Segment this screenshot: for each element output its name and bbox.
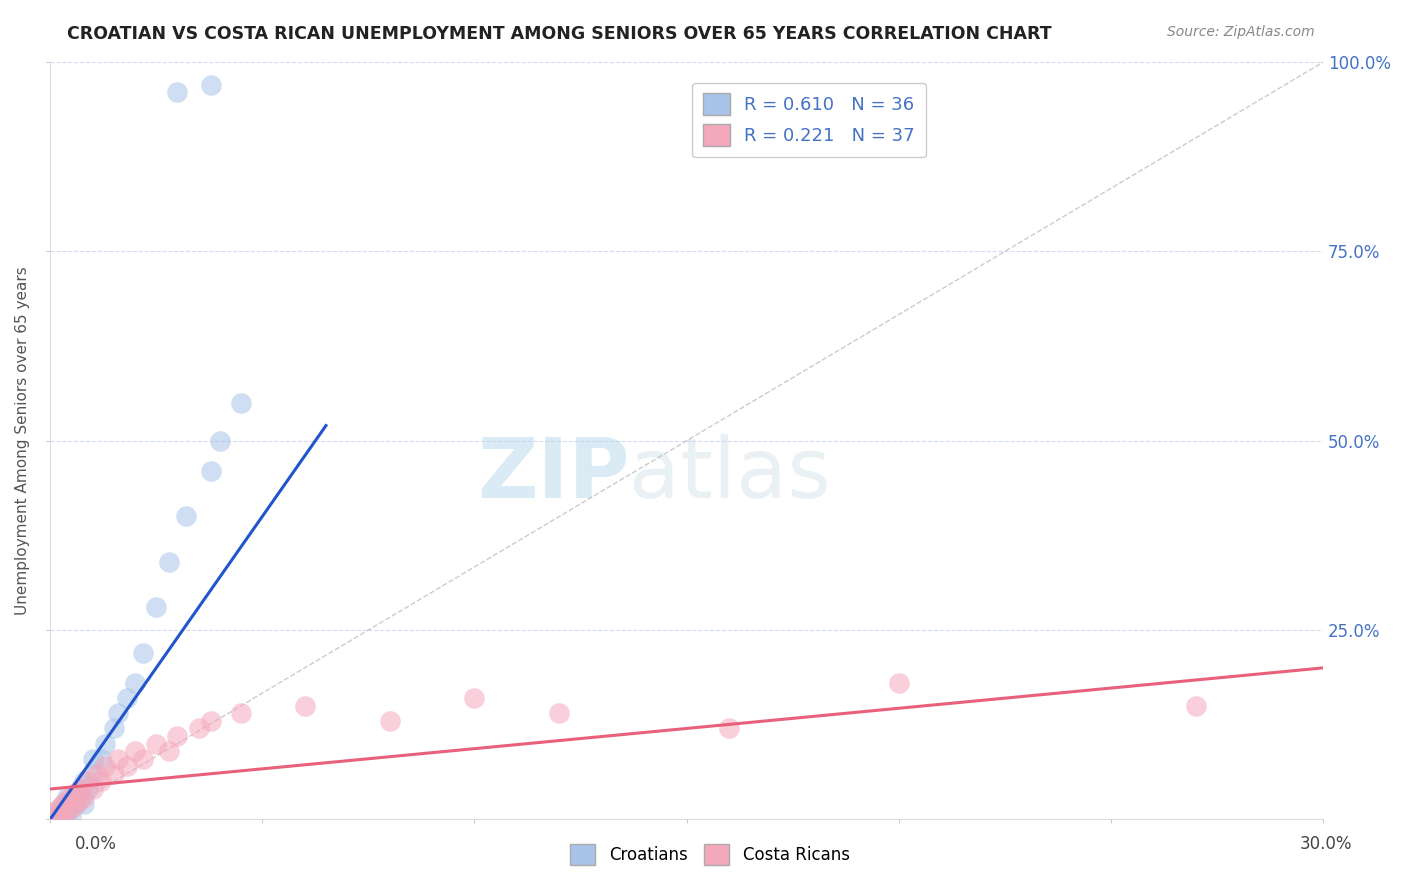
Point [174,509,197,524]
Point [65,786,87,800]
Text: ZIP: ZIP [477,434,630,516]
Point [69,782,91,797]
Point [69,782,91,797]
Point [124,676,146,690]
Point [48,808,70,822]
Point [56,805,79,819]
Point [200,78,222,92]
Point [65,797,87,812]
Point [200,714,222,728]
Y-axis label: Unemployment Among Seniors over 65 years: Unemployment Among Seniors over 65 years [15,267,30,615]
Point [103,767,125,781]
Point [166,86,188,100]
Point [187,722,209,736]
Text: 0.0%: 0.0% [75,835,117,853]
Point [48,808,70,822]
Point [52,797,75,812]
Point [86,767,108,781]
Point [132,752,155,766]
Point [463,691,485,706]
Legend: Croatians, Costa Ricans: Croatians, Costa Ricans [562,836,858,873]
Point [52,806,75,821]
Point [73,789,96,804]
Point [145,600,167,615]
Point [77,774,100,789]
Point [73,774,96,789]
Point [166,729,188,743]
Point [60,801,83,815]
Point [44,806,66,821]
Point [124,744,146,758]
Point [229,396,252,410]
Text: atlas: atlas [630,434,831,516]
Point [90,774,112,789]
Point [82,767,104,781]
Point [56,793,79,807]
Point [73,797,96,812]
Legend: R = 0.610   N = 36, R = 0.221   N = 37: R = 0.610 N = 36, R = 0.221 N = 37 [692,83,925,157]
Point [44,808,66,822]
Point [90,752,112,766]
Point [200,464,222,478]
Point [82,752,104,766]
Point [107,752,129,766]
Point [94,737,117,751]
Point [82,782,104,797]
Point [65,789,87,804]
Point [115,691,138,706]
Point [378,714,401,728]
Point [56,797,79,812]
Point [48,805,70,819]
Point [60,801,83,815]
Point [157,744,180,758]
Point [294,698,316,713]
Text: Source: ZipAtlas.com: Source: ZipAtlas.com [1167,25,1315,39]
Point [208,434,231,448]
Point [229,706,252,721]
Text: CROATIAN VS COSTA RICAN UNEMPLOYMENT AMONG SENIORS OVER 65 YEARS CORRELATION CHA: CROATIAN VS COSTA RICAN UNEMPLOYMENT AMO… [67,25,1052,43]
Point [56,805,79,819]
Point [107,706,129,721]
Point [69,789,91,804]
Point [145,737,167,751]
Point [1185,698,1208,713]
Point [157,555,180,569]
Point [44,805,66,819]
Point [718,722,741,736]
Point [77,782,100,797]
Point [56,789,79,804]
Point [52,806,75,821]
Point [103,722,125,736]
Text: 30.0%: 30.0% [1299,835,1353,853]
Point [132,646,155,660]
Point [60,793,83,807]
Point [60,808,83,822]
Point [52,801,75,815]
Point [548,706,571,721]
Point [52,797,75,812]
Point [60,789,83,804]
Point [48,810,70,824]
Point [887,676,910,690]
Point [65,797,87,812]
Point [69,793,91,807]
Point [48,801,70,815]
Point [115,759,138,773]
Point [94,759,117,773]
